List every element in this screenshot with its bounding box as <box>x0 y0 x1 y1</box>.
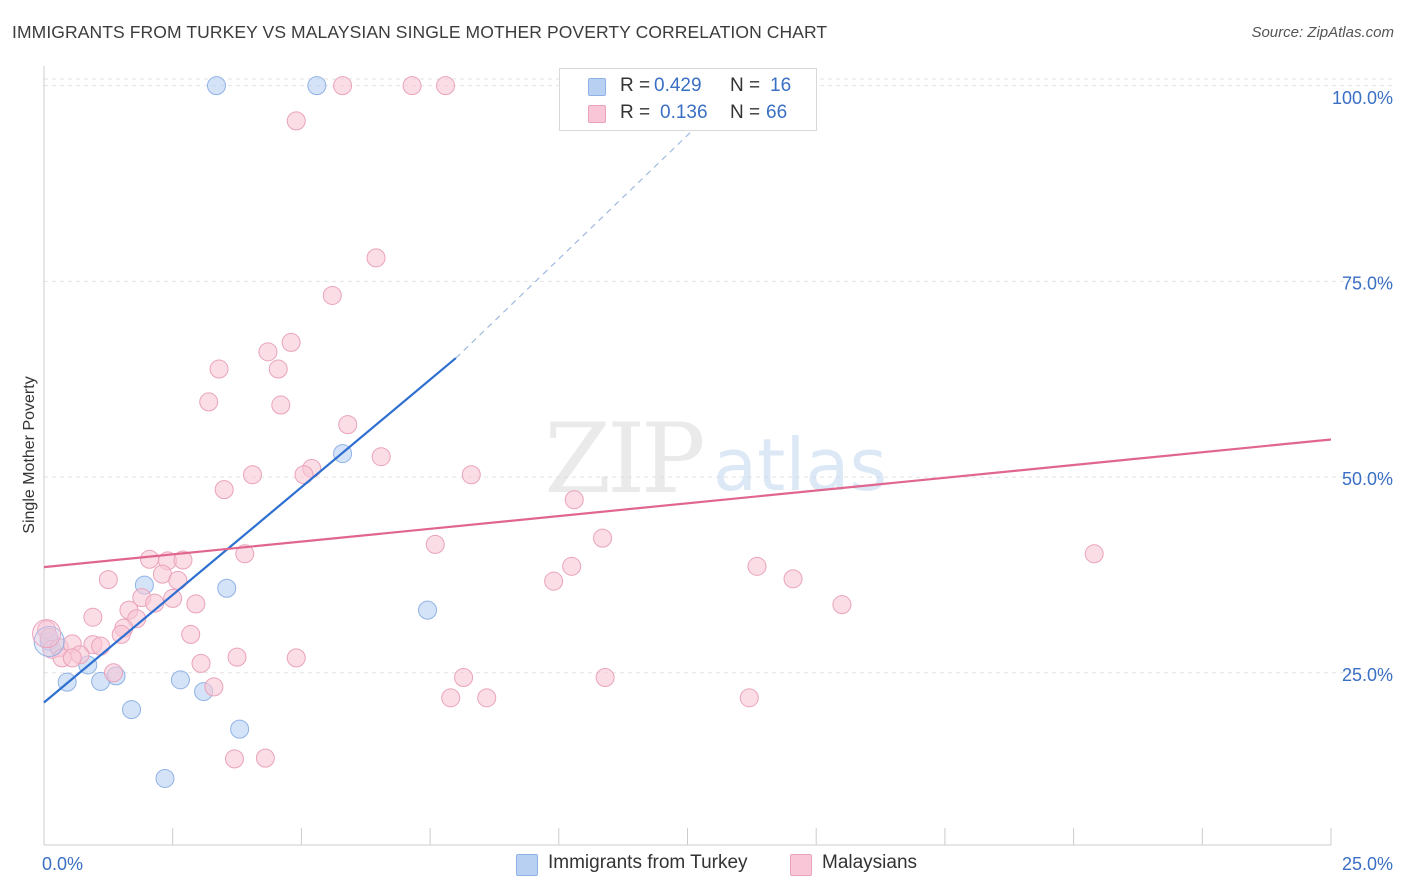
bottom-legend-label-malaysians: Malaysians <box>822 852 918 873</box>
source-credit: Source: ZipAtlas.com <box>1251 24 1394 41</box>
turkey-point <box>217 578 237 598</box>
malaysians-point <box>281 332 301 352</box>
turkey-point <box>33 625 65 657</box>
legend-r-value: 0.429 <box>654 75 702 96</box>
malaysians-point <box>227 647 247 667</box>
malaysians-point <box>739 688 759 708</box>
y-tick-label-100: 100.0% <box>1332 88 1393 108</box>
malaysians-point <box>562 556 582 576</box>
legend-n-label: N = <box>730 75 761 96</box>
y-tick-label-75: 75.0% <box>1342 273 1393 293</box>
malaysians-point <box>191 653 211 673</box>
x-tick-label-max: 25.0% <box>1342 854 1393 874</box>
malaysians-point <box>91 636 111 656</box>
legend-swatch-malaysians <box>588 105 606 123</box>
turkey-point <box>122 700 142 720</box>
malaysians-point <box>258 342 278 362</box>
malaysians-point <box>111 624 131 644</box>
y-tick-label-25: 25.0% <box>1342 665 1393 685</box>
malaysians-point <box>783 569 803 589</box>
malaysians-point <box>436 76 456 96</box>
malaysians-point <box>441 688 461 708</box>
malaysians-point <box>564 490 584 510</box>
axes <box>43 66 1332 846</box>
malaysians-point <box>181 624 201 644</box>
malaysians-point <box>1084 544 1104 564</box>
turkey-point <box>155 768 175 788</box>
malaysians-point <box>214 480 234 500</box>
malaysians-point <box>98 570 118 590</box>
malaysians-point <box>371 447 391 467</box>
malaysians-point <box>173 550 193 570</box>
malaysians-point <box>83 607 103 627</box>
trend-lines <box>43 85 1332 704</box>
malaysians-point <box>235 544 255 564</box>
malaysians-point <box>32 619 62 649</box>
stats-legend: R = 0.429 N = 16 R = 0.136 N = 66 <box>559 68 817 131</box>
legend-r-label: R = <box>620 102 651 123</box>
malaysians-point <box>140 549 160 569</box>
tick-labels: 25.0% 50.0% 75.0% 100.0% 0.0% 25.0% Single Mot… <box>21 88 1393 874</box>
malaysians-point <box>477 688 497 708</box>
x-tick-label-min: 0.0% <box>42 854 83 874</box>
malaysians-point <box>425 534 445 554</box>
malaysians-point <box>338 415 358 435</box>
malaysians-point <box>242 465 262 485</box>
turkey-point <box>206 76 226 96</box>
malaysians-point <box>747 556 767 576</box>
y-tick-label-50: 50.0% <box>1342 469 1393 489</box>
legend-swatch-turkey <box>588 78 606 96</box>
turkey-point <box>418 600 438 620</box>
legend-n-label: N = <box>730 102 761 123</box>
legend-n-value: 66 <box>766 102 788 123</box>
malaysians-point <box>103 663 123 683</box>
turkey-point <box>170 670 190 690</box>
malaysians-point <box>454 667 474 687</box>
malaysians-point <box>333 76 353 96</box>
watermark: ZIP atlas <box>544 403 887 515</box>
malaysians-point <box>268 359 288 379</box>
data-points <box>32 76 1104 788</box>
bottom-legend-swatch-malaysians <box>790 854 812 876</box>
malaysians-point <box>595 667 615 687</box>
turkey-point <box>230 719 250 739</box>
malaysians-point <box>255 748 275 768</box>
malaysians-point <box>224 749 244 769</box>
malaysians-point <box>286 648 306 668</box>
turkey-point <box>307 76 327 96</box>
watermark-atlas: atlas <box>713 423 887 507</box>
chart-title: IMMIGRANTS FROM TURKEY VS MALAYSIAN SING… <box>12 22 828 42</box>
legend-r-label: R = <box>620 75 651 96</box>
malaysians-point <box>186 594 206 614</box>
bottom-legend-label-turkey: Immigrants from Turkey <box>548 852 748 873</box>
legend-r-value: 0.136 <box>660 102 708 123</box>
malaysians-point <box>199 392 219 412</box>
legend-n-value: 16 <box>770 75 792 96</box>
malaysians-trend-line <box>43 438 1332 569</box>
malaysians-point <box>402 76 422 96</box>
malaysians-point <box>593 528 613 548</box>
malaysians-point <box>163 588 183 608</box>
malaysians-point <box>62 648 82 668</box>
malaysians-point <box>271 395 291 415</box>
malaysians-point <box>461 465 481 485</box>
y-axis-label: Single Mother Poverty <box>21 376 38 533</box>
malaysians-point <box>832 595 852 615</box>
turkey-trend-line <box>43 357 457 704</box>
malaysians-point <box>544 571 564 591</box>
malaysians-point <box>366 248 386 268</box>
gridlines <box>44 78 1392 674</box>
malaysians-point <box>322 285 342 305</box>
malaysians-point <box>209 359 229 379</box>
malaysians-point <box>204 677 224 697</box>
bottom-legend-swatch-turkey <box>516 854 538 876</box>
malaysians-point <box>286 111 306 131</box>
